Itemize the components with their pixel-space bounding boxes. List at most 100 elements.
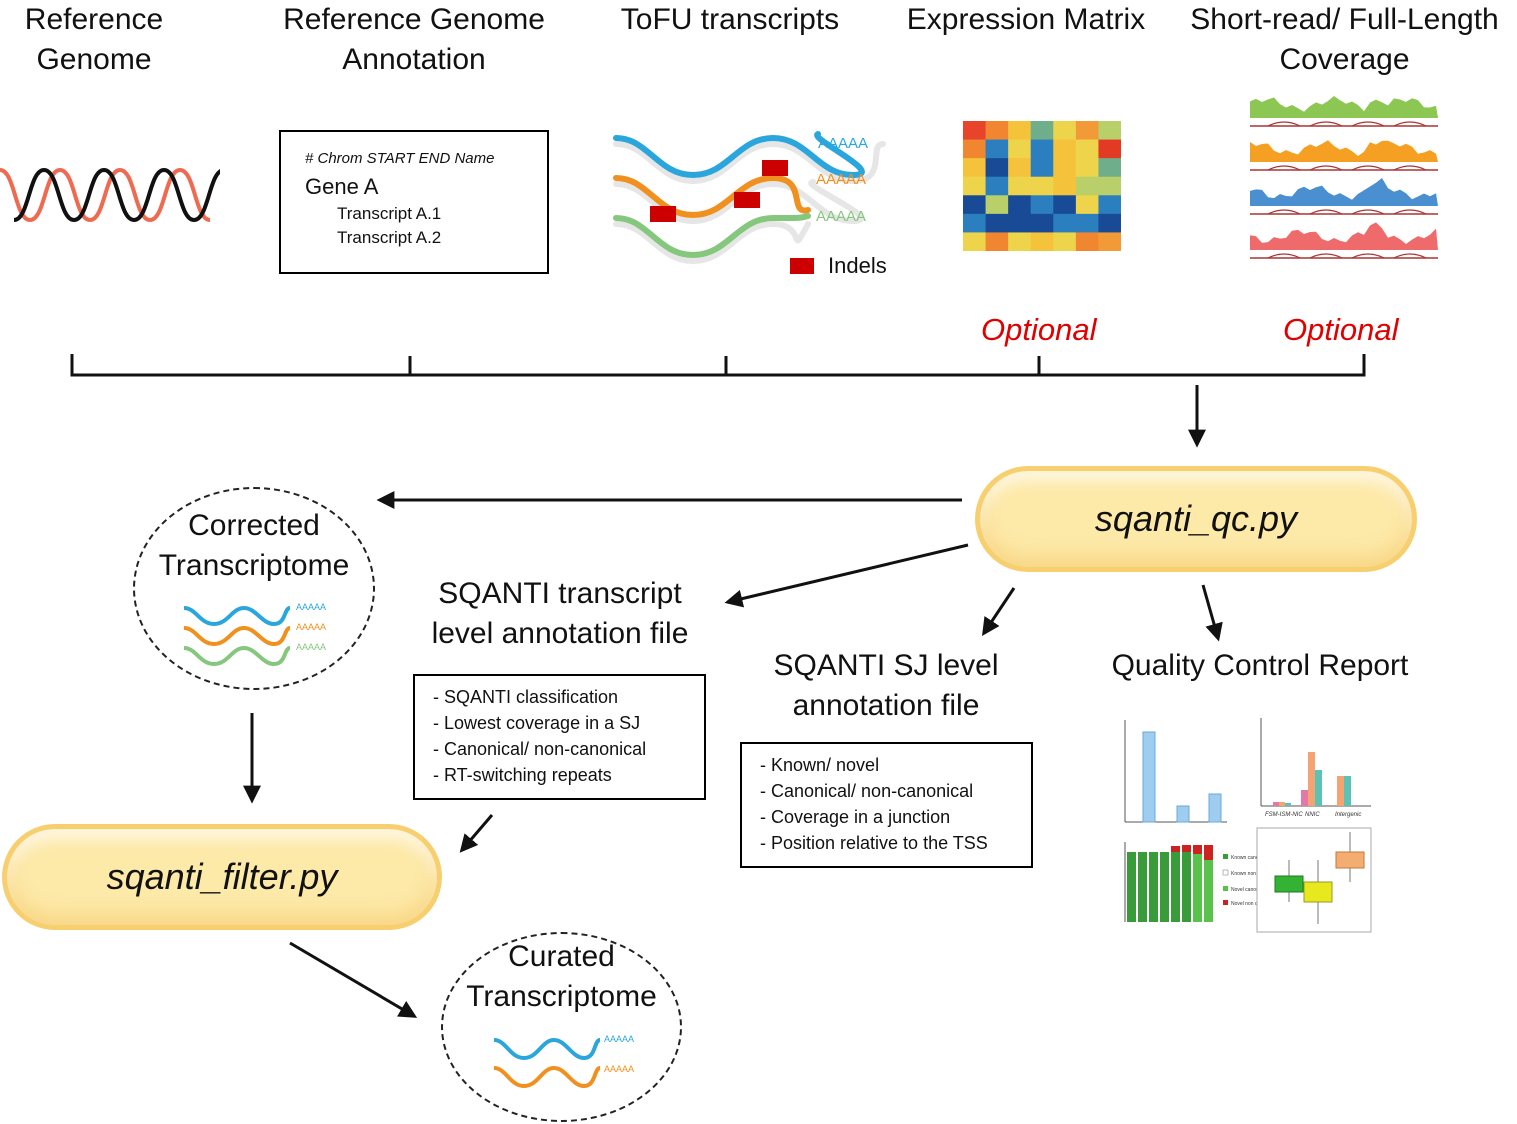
polya-label: AAAAA: [296, 642, 326, 652]
transcript-level-file-title: SQANTI transcript level annotation file: [405, 574, 715, 654]
junction-arc: [1351, 121, 1385, 127]
heatmap-cell: [1098, 232, 1121, 251]
tofu-transcripts-graphic: AAAAA AAAAA AAAAA Indels: [613, 131, 887, 278]
heatmap-cell: [1030, 195, 1054, 215]
list-item: - Known/ novel: [760, 755, 880, 775]
list-item: - Canonical/ non-canonical: [760, 781, 974, 801]
header-line: Expression Matrix: [906, 3, 1146, 36]
heatmap-cell: [1075, 139, 1099, 159]
junction-arc: [1309, 253, 1343, 259]
polya-label: AAAAA: [604, 1034, 634, 1044]
heatmap-cell: [1053, 158, 1077, 178]
heatmap-cell: [1075, 232, 1099, 251]
heatmap-cell: [1053, 121, 1077, 141]
list-item: - Coverage in a junction: [760, 807, 951, 827]
heatmap-cell: [963, 176, 987, 196]
heatmap-cell: [963, 158, 987, 178]
header-line: Coverage: [1279, 43, 1410, 76]
corrected-transcriptome-label: Corrected Transcriptome: [133, 506, 375, 586]
junction-arc: [1309, 121, 1343, 127]
heatmap-cell: [985, 195, 1009, 215]
heatmap-cell: [1008, 158, 1032, 178]
label-line: Curated: [508, 940, 615, 973]
junction-arc: [1267, 209, 1301, 215]
annotation-gene: Gene A: [305, 174, 379, 199]
header-line: Genome: [36, 43, 152, 76]
junction-arc: [1267, 165, 1301, 171]
heatmap-cell: [1098, 195, 1121, 215]
junction-arc: [1393, 209, 1427, 215]
annotation-transcript: Transcript A.1: [337, 204, 442, 223]
heatmap-cell: [1030, 139, 1054, 159]
heatmap-cell: [1098, 121, 1121, 141]
header-line: Short-read/ Full-Length: [1190, 3, 1499, 36]
header-reference-annotation: Reference Genome Annotation: [262, 0, 566, 80]
heatmap-cell: [985, 139, 1009, 159]
heatmap-cell: [1008, 232, 1032, 251]
title-line: level annotation file: [431, 617, 689, 650]
junction-arc: [1267, 253, 1301, 259]
heatmap-cell: [1075, 158, 1099, 178]
annotation-transcript: Transcript A.2: [337, 228, 442, 247]
heatmap-cell: [1053, 139, 1077, 159]
heatmap-cell: [1075, 213, 1099, 233]
indel-legend-swatch: [790, 258, 814, 274]
sqanti-qc-step: sqanti_qc.py: [975, 466, 1417, 572]
heatmap-cell: [1053, 232, 1077, 251]
polya-label: AAAAA: [816, 171, 866, 188]
qc-bar-category: NNIC: [1305, 812, 1320, 818]
junction-arc: [1351, 253, 1385, 259]
junction-arc: [1393, 165, 1427, 171]
list-item: - RT-switching repeats: [433, 765, 612, 785]
input-bracket: [70, 354, 1366, 377]
title-line: SQANTI SJ level: [773, 649, 999, 682]
indel-marker: [762, 160, 788, 176]
heatmap-cell: [963, 195, 987, 215]
sj-level-file-box: - Known/ novel - Canonical/ non-canonica…: [740, 742, 1033, 868]
heatmap-cell: [963, 139, 987, 159]
arrow-file-to-filter: [459, 814, 494, 853]
header-line: ToFU transcripts: [620, 3, 840, 36]
transcript-level-file-box: - SQANTI classification - Lowest coverag…: [413, 674, 706, 800]
heatmap-cell: [1075, 195, 1099, 215]
heatmap-cell: [1008, 139, 1032, 159]
coverage-track: [1250, 96, 1438, 118]
heatmap-cell: [963, 232, 987, 251]
label-line: Corrected: [188, 509, 320, 542]
qc-bar-category: Intergenic: [1335, 812, 1361, 818]
heatmap-cell: [1053, 213, 1077, 233]
header-expression-matrix: Expression Matrix: [890, 0, 1162, 40]
junction-arc: [1309, 209, 1343, 215]
junction-arc: [1351, 165, 1385, 171]
heatmap-cell: [1053, 195, 1077, 215]
heatmap-cell: [963, 213, 987, 233]
curated-transcriptome-label: Curated Transcriptome: [441, 937, 682, 1017]
heatmap-cell: [1008, 176, 1032, 196]
heatmap-cell: [1030, 176, 1054, 196]
annotation-example-box: # Chrom START END Name Gene A Transcript…: [279, 130, 549, 274]
heatmap-cell: [1075, 121, 1099, 141]
coverage-track: [1250, 140, 1438, 162]
list-item: - SQANTI classification: [433, 687, 619, 707]
coverage-track: [1250, 222, 1438, 250]
polya-label: AAAAA: [816, 208, 866, 225]
heatmap-cell: [985, 121, 1009, 141]
dna-helix-icon: [0, 167, 220, 223]
qc-bar-category: FSM-ISM-NIC: [1265, 812, 1303, 818]
polya-label: AAAAA: [296, 602, 326, 612]
heatmap-cell: [1098, 213, 1121, 233]
junction-arc: [1393, 253, 1427, 259]
header-reference-genome: Reference Genome: [8, 0, 180, 80]
curated-waves: AAAAA AAAAA: [493, 1034, 634, 1089]
arrow-to-sj-file: [982, 587, 1016, 636]
heatmap-cell: [1008, 121, 1032, 141]
polya-label: AAAAA: [296, 622, 326, 632]
qc-grouped-bar-thumbnail: FSM-ISM-NIC NNIC Intergenic: [1260, 718, 1371, 818]
polya-label: AAAAA: [604, 1064, 634, 1074]
heatmap-cell: [1008, 195, 1032, 215]
arrow-to-transcript-file: [724, 543, 969, 608]
optional-label-coverage: Optional: [1283, 312, 1399, 347]
heatmap-cell: [1030, 121, 1054, 141]
corrected-transcriptome-circle: [133, 487, 375, 690]
